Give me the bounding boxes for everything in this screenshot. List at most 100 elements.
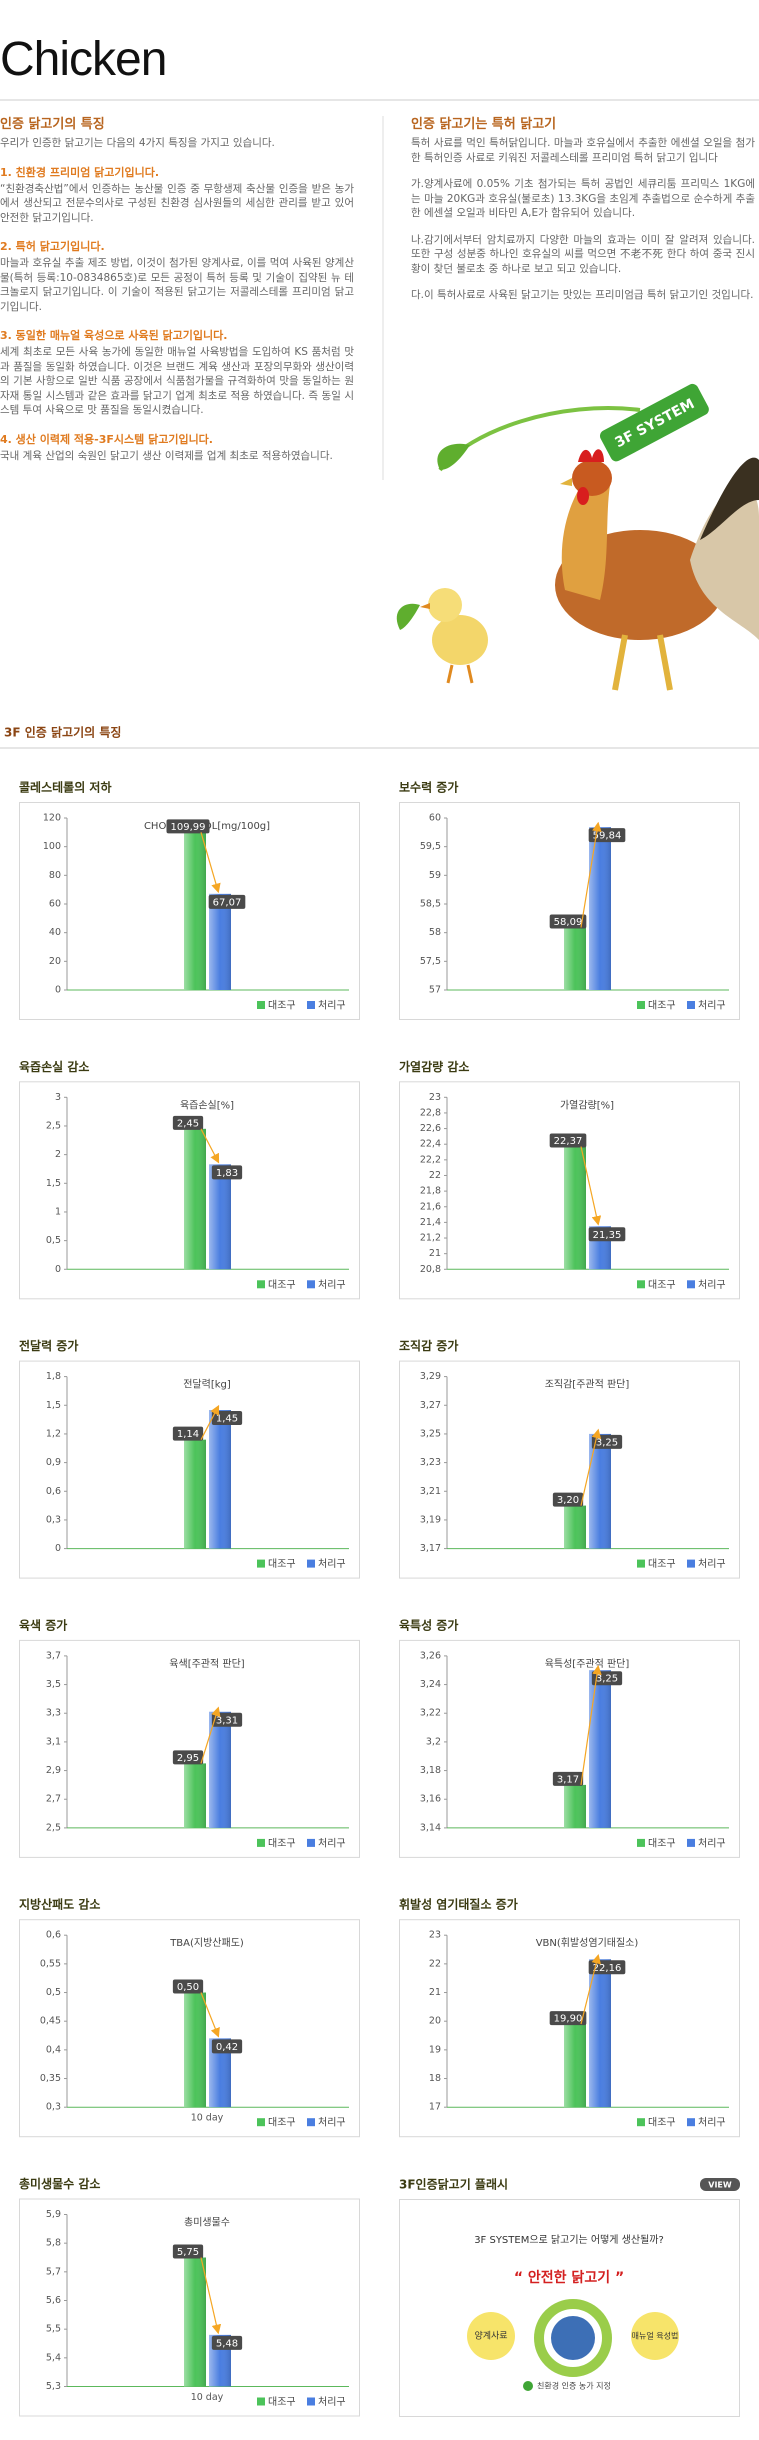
value-label: 3,25: [596, 1437, 618, 1448]
legend-swatch: [637, 1559, 645, 1568]
patent-paragraph: 가.양계사료에 0.05% 기초 첨가되는 특허 공법인 세큐리툼 프리믹스 1…: [411, 178, 755, 219]
chart-subtitle: 육특성[주관적 판단]: [545, 1658, 630, 1670]
legend-label: 대조구: [268, 2396, 296, 2408]
value-label-bg: [172, 1115, 204, 1130]
chart-title: 보수력 증가: [399, 780, 458, 795]
y-tick-label: 1,2: [46, 1428, 61, 1439]
patent-paragraph: 특허 사료를 먹인 특허닭입니다. 마늘과 호유실에서 추출한 에센셜 오일을 …: [411, 137, 755, 164]
value-label: 67,07: [213, 897, 242, 908]
trend-arrow: [200, 1404, 220, 1440]
y-tick-label: 3,7: [46, 1650, 61, 1661]
legend-label: 대조구: [648, 1279, 676, 1291]
y-tick-label: 3,26: [420, 1650, 441, 1661]
legend-swatch: [257, 1838, 265, 1847]
trend-arrow: [580, 1664, 602, 1785]
chart-subtitle: 전달력[kg]: [183, 1379, 231, 1391]
y-tick-label: 20,8: [420, 1264, 441, 1275]
chart-title: 지방산패도 감소: [19, 1897, 100, 1912]
value-label-bg: [552, 1771, 584, 1786]
bar-shine: [209, 2038, 231, 2108]
item-title: 3. 동일한 매뉴얼 육성으로 사육된 닭고기입니다.: [0, 329, 228, 342]
bar-shine: [184, 1439, 206, 1549]
value-label: 19,90: [554, 2014, 583, 2025]
legend-swatch: [257, 2118, 265, 2127]
view-button[interactable]: [700, 2178, 740, 2191]
value-label: 109,99: [171, 822, 206, 833]
value-label: 3,17: [557, 1774, 579, 1785]
value-label-bg: [172, 1750, 204, 1765]
trend-arrow: [200, 1992, 220, 2038]
chart-title: 육특성 증가: [399, 1617, 458, 1632]
y-tick-label: 21,6: [420, 1201, 441, 1212]
value-label: 2,45: [177, 1118, 199, 1129]
trend-arrow: [200, 2257, 222, 2335]
view-label[interactable]: VIEW: [708, 2181, 732, 2190]
chart-subtitle: VBN(휘발성염기태질소): [536, 1937, 639, 1949]
chart-title: 총미생물수 감소: [19, 2176, 100, 2191]
y-tick-label: 21: [429, 1987, 441, 1998]
value-label: 22,37: [554, 1136, 583, 1147]
bar-shine: [589, 1433, 611, 1549]
value-label-bg: [172, 2244, 204, 2259]
value-label: 0,42: [216, 2042, 238, 2053]
value-label-bg: [208, 894, 246, 909]
intro-heading: 인증 닭고기의 특징: [0, 117, 105, 132]
y-tick-label: 0: [55, 1543, 61, 1554]
legend-label: 처리구: [698, 1558, 726, 1570]
legend-label: 처리구: [318, 2396, 346, 2408]
y-tick-label: 58,5: [420, 899, 441, 910]
value-label-bg: [211, 2335, 243, 2350]
item-title: 2. 특허 닭고기입니다.: [0, 240, 105, 253]
legend-swatch: [687, 1838, 695, 1847]
flash-title: 3F인증닭고기 플래시: [399, 2177, 508, 2192]
legend-swatch: [257, 1001, 265, 1009]
y-tick-label: 60: [49, 899, 61, 910]
legend-label: 대조구: [648, 2117, 676, 2129]
y-tick-label: 22: [429, 1958, 441, 1969]
legend-swatch: [687, 1559, 695, 1568]
legend-swatch: [257, 1280, 265, 1289]
y-tick-label: 1,8: [46, 1371, 61, 1382]
bar-shine: [564, 1505, 586, 1549]
flash-headline: “ 안전한 닭고기 ”: [514, 2269, 624, 2286]
value-label: 59,84: [593, 831, 622, 842]
value-label-bg: [211, 1411, 243, 1426]
y-tick-label: 3,19: [420, 1514, 441, 1525]
value-label: 5,48: [216, 2338, 238, 2349]
legend-swatch: [687, 1001, 695, 1009]
legend-swatch: [307, 1280, 315, 1289]
y-tick-label: 5,9: [46, 2209, 61, 2220]
y-tick-label: 0,35: [40, 2073, 61, 2084]
y-tick-label: 20: [49, 956, 61, 967]
flash-footer: 친환경 인증 농가 지정: [537, 2381, 611, 2391]
y-tick-label: 22,6: [420, 1123, 441, 1134]
value-label-bg: [549, 1133, 587, 1148]
chart-title: 육즙손실 감소: [19, 1059, 89, 1074]
y-tick-label: 0,55: [40, 1958, 61, 1969]
y-tick-label: 22,4: [420, 1139, 441, 1150]
legend-label: 처리구: [318, 1837, 346, 1849]
value-label-bg: [172, 1979, 204, 1994]
y-tick-label: 0,9: [46, 1457, 61, 1468]
item-title: 1. 친환경 프리미엄 닭고기입니다.: [0, 165, 160, 179]
y-tick-label: 2,5: [46, 1120, 61, 1131]
bar-shine: [564, 1784, 586, 1828]
y-tick-label: 57: [429, 985, 441, 996]
y-tick-label: 3,29: [420, 1371, 441, 1382]
flash-question: 3F SYSTEM으로 닭고기는 어떻게 생산될까?: [474, 2233, 664, 2246]
y-tick-label: 5,8: [46, 2238, 61, 2249]
legend-label: 처리구: [318, 1558, 346, 1570]
legend-label: 대조구: [268, 2117, 296, 2129]
y-tick-label: 22: [429, 1170, 441, 1181]
y-tick-label: 5,7: [46, 2266, 61, 2277]
y-tick-label: 22,8: [420, 1107, 441, 1118]
legend-label: 처리구: [318, 1279, 346, 1291]
chart-title: 휘발성 염기태질소 증가: [399, 1897, 518, 1912]
y-tick-label: 3,16: [420, 1794, 441, 1805]
y-tick-label: 5,3: [46, 2381, 61, 2392]
y-tick-label: 59,5: [420, 841, 441, 852]
y-tick-label: 3: [55, 1092, 61, 1103]
y-tick-label: 20: [429, 2016, 441, 2027]
chart-subtitle: 육즙손실[%]: [180, 1099, 234, 1111]
